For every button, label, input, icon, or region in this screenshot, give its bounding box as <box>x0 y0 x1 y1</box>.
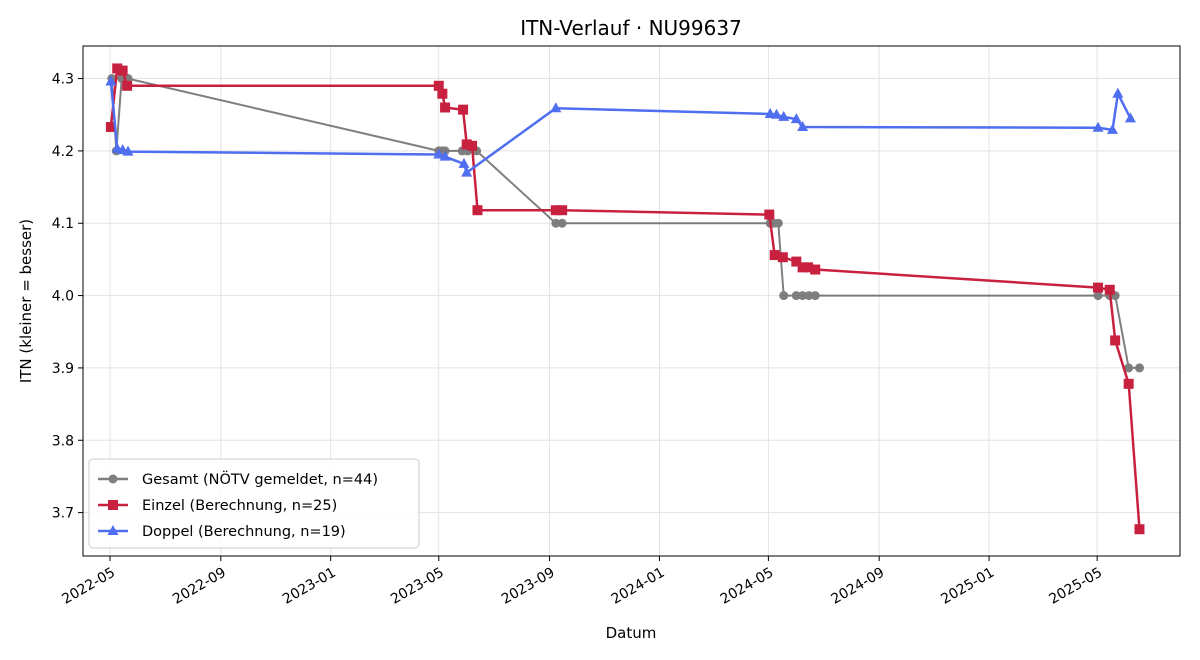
x-tick-label: 2024-09 <box>829 565 888 608</box>
data-point-circle <box>551 218 561 228</box>
x-tick-label: 2025-05 <box>1046 565 1105 608</box>
data-point-circle <box>791 291 801 301</box>
legend-box <box>88 458 420 549</box>
data-point-square <box>791 256 802 267</box>
data-point-square <box>1123 378 1134 389</box>
data-point-circle <box>1134 363 1144 373</box>
data-point-square <box>1104 284 1115 295</box>
chart-title: ITN-Verlauf · NU99637 <box>520 16 742 40</box>
data-point-triangle <box>1106 123 1118 134</box>
series-triangle-group <box>105 75 1136 177</box>
legend-marker-triangle <box>107 525 119 535</box>
x-axis: 2022-05 2022-09 2023-01 2023-05 2023-09 2024-… <box>59 556 1105 608</box>
data-point-square <box>777 252 788 263</box>
data-point-circle <box>779 291 789 301</box>
x-tick-label: 2024-05 <box>718 565 777 608</box>
data-point-square <box>1134 524 1145 535</box>
data-point-circle <box>804 291 814 301</box>
data-point-triangle <box>1124 112 1136 123</box>
data-point-square <box>472 205 483 216</box>
data-point-square <box>105 122 116 133</box>
series-layer <box>105 63 1145 535</box>
data-point-circle <box>1093 291 1103 301</box>
legend-item <box>98 525 128 535</box>
plot-frame <box>82 45 1181 557</box>
data-point-square <box>467 140 478 151</box>
data-point-triangle <box>550 102 562 113</box>
y-tick-label: 4.3 <box>52 72 74 88</box>
legend: Gesamt (NÖTV gemeldet, n=44) Einzel (Bere… <box>88 458 420 549</box>
data-point-square <box>1093 282 1104 293</box>
data-point-circle <box>810 291 820 301</box>
legend-label: Gesamt (NÖTV gemeldet, n=44) <box>142 470 378 488</box>
x-tick-label: 2024-01 <box>609 565 668 608</box>
data-point-triangle <box>122 145 134 156</box>
data-point-circle <box>773 218 783 228</box>
data-point-triangle <box>1092 121 1104 132</box>
data-point-square <box>433 80 444 91</box>
y-tick-label: 3.7 <box>52 506 74 522</box>
y-tick-label: 3.9 <box>52 361 74 377</box>
data-point-square <box>797 262 808 273</box>
data-point-square <box>769 250 780 261</box>
data-point-square <box>458 104 469 115</box>
data-point-triangle <box>461 166 473 177</box>
x-axis-label: Datum <box>606 624 657 642</box>
data-point-square <box>122 80 133 91</box>
data-point-circle <box>1124 363 1134 373</box>
data-point-square <box>437 88 448 99</box>
data-point-square <box>117 65 128 76</box>
data-point-circle <box>798 291 808 301</box>
data-point-square <box>440 102 451 113</box>
data-point-triangle <box>778 110 790 121</box>
x-tick-label: 2023-09 <box>499 565 558 608</box>
legend-item <box>98 474 128 484</box>
data-point-square <box>550 205 561 216</box>
legend-marker-square <box>108 500 118 510</box>
legend-marker-circle <box>108 474 118 484</box>
series-line <box>109 81 1132 174</box>
y-axis: 3.7 3.8 3.9 4.0 4.1 4.2 4.3 <box>52 72 83 522</box>
series-square-group <box>105 63 1145 535</box>
x-tick-label: 2023-01 <box>280 565 339 608</box>
data-point-square <box>1110 335 1121 346</box>
x-tick-label: 2022-05 <box>59 565 118 608</box>
data-point-triangle <box>439 150 451 161</box>
x-tick-label: 2023-05 <box>388 565 447 608</box>
data-point-triangle <box>797 121 809 132</box>
data-point-square <box>461 139 472 150</box>
x-tick-label: 2025-01 <box>938 565 997 608</box>
data-point-triangle <box>790 113 802 124</box>
data-point-square <box>803 262 814 273</box>
legend-label: Doppel (Berechnung, n=19) <box>142 524 346 540</box>
y-tick-label: 4.1 <box>52 216 74 232</box>
data-point-square <box>557 205 568 216</box>
y-tick-label: 3.8 <box>52 433 74 449</box>
data-point-square <box>810 264 821 275</box>
data-point-circle <box>557 218 567 228</box>
data-point-square <box>764 209 775 220</box>
data-point-triangle <box>458 157 470 168</box>
data-point-triangle <box>105 75 117 86</box>
data-point-triangle <box>771 108 783 119</box>
x-tick-label: 2022-09 <box>170 565 229 608</box>
data-point-triangle <box>1112 87 1124 98</box>
legend-item <box>98 500 128 510</box>
data-point-square <box>112 63 123 74</box>
y-tick-label: 4.2 <box>52 144 74 160</box>
y-tick-label: 4.0 <box>52 289 74 305</box>
data-point-triangle <box>433 148 445 159</box>
legend-label: Einzel (Berechnung, n=25) <box>142 498 337 514</box>
y-axis-label: ITN (kleiner = besser) <box>17 219 35 383</box>
